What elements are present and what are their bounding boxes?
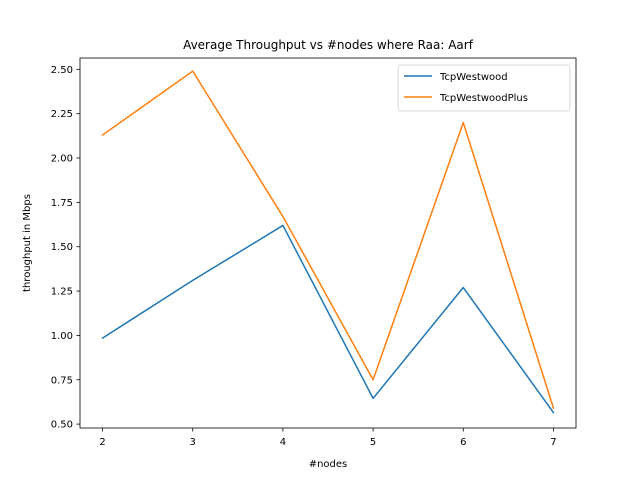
x-axis-label: #nodes: [309, 459, 348, 470]
y-tick-label: 1.50: [51, 242, 73, 253]
y-axis-label: throughput in Mbps: [22, 194, 33, 292]
x-tick-label: 5: [370, 437, 376, 448]
x-tick-label: 4: [280, 437, 286, 448]
x-tick-label: 3: [190, 437, 196, 448]
series-line-2: [101, 70, 555, 410]
y-tick-label: 1.00: [51, 331, 73, 342]
legend-box: [397, 64, 571, 112]
y-tick-label: 2.25: [51, 109, 73, 120]
y-tick-label: 2.00: [51, 154, 73, 165]
legend-label-2: TcpWestwoodPlus: [439, 93, 528, 104]
x-tick-label: 6: [460, 437, 466, 448]
x-tick-label: 2: [99, 437, 105, 448]
axes-frame: [79, 57, 577, 429]
y-tick-label: 0.75: [51, 375, 73, 386]
y-tick-label: 2.50: [51, 65, 73, 76]
y-tick-label: 1.25: [51, 287, 73, 298]
y-tick-label: 0.50: [51, 420, 73, 431]
chart-title: Average Throughput vs #nodes where Raa: …: [183, 38, 474, 52]
x-tick-label: 7: [550, 437, 556, 448]
series-line-1: [101, 224, 555, 414]
legend-label-1: TcpWestwood: [439, 72, 508, 83]
y-tick-label: 1.75: [51, 198, 73, 209]
plot-area: 2 3 4 5 6 7 0.50 0.75 1.00 1.25 1.50 1.75 2.00 2.25 2.…: [51, 57, 577, 448]
